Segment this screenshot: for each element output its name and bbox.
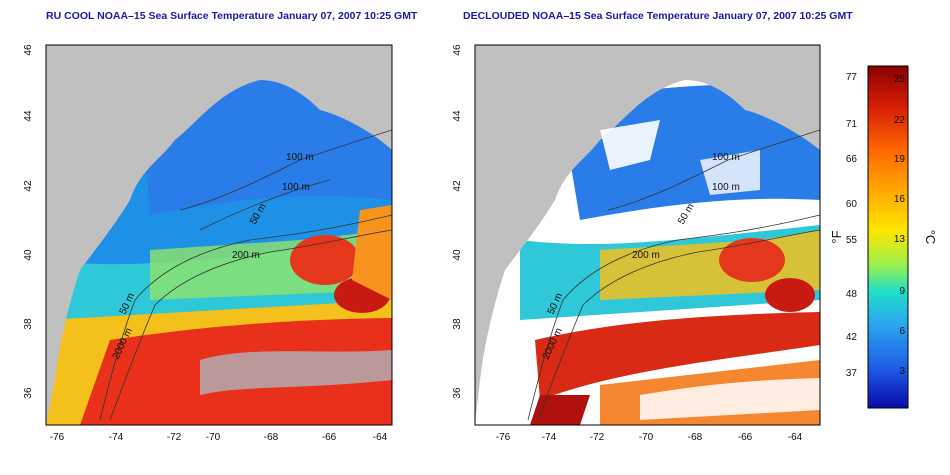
left-y-tick: 42 — [23, 180, 34, 192]
fahrenheit-tick: 77 — [846, 72, 858, 83]
celsius-tick: 19 — [894, 154, 906, 165]
left-y-tick: 40 — [23, 249, 34, 261]
left-x-tick: -68 — [264, 432, 279, 443]
colorbar — [867, 65, 909, 409]
right-sst-map — [475, 45, 820, 425]
left-x-tick: -74 — [109, 432, 124, 443]
right-y-tick: 40 — [452, 249, 463, 261]
celsius-tick: 16 — [894, 194, 906, 205]
celsius-tick: 22 — [894, 115, 906, 126]
right-y-tick: 36 — [452, 387, 463, 399]
fahrenheit-tick: 55 — [846, 235, 858, 246]
fahrenheit-tick: 66 — [846, 154, 858, 165]
celsius-tick: 9 — [899, 286, 905, 297]
right-x-tick: -70 — [639, 432, 654, 443]
left-x-tick: -76 — [50, 432, 65, 443]
right-x-tick: -74 — [542, 432, 557, 443]
left-y-tick: 44 — [23, 110, 34, 122]
right-y-tick: 42 — [452, 180, 463, 192]
right-y-tick: 44 — [452, 110, 463, 122]
left-x-tick: -64 — [373, 432, 388, 443]
left-sst-map — [46, 45, 392, 425]
right-x-tick: -64 — [788, 432, 803, 443]
left-contour-label: 200 m — [232, 250, 260, 261]
left-map-title: RU COOL NOAA–15 Sea Surface Temperature … — [46, 10, 418, 22]
left-x-tick: -70 — [206, 432, 221, 443]
right-x-tick: -66 — [738, 432, 753, 443]
celsius-tick: 3 — [899, 366, 905, 377]
fahrenheit-unit-label: °F — [829, 230, 844, 243]
left-x-tick: -72 — [167, 432, 182, 443]
fahrenheit-tick: 60 — [846, 199, 858, 210]
left-y-tick: 36 — [23, 387, 34, 399]
left-contour-label: 100 m — [286, 152, 314, 163]
celsius-tick: 25 — [894, 74, 906, 85]
right-contour-label: 100 m — [712, 152, 740, 163]
right-map-frame — [474, 44, 821, 426]
celsius-unit-label: °C — [923, 230, 938, 245]
fahrenheit-tick: 71 — [846, 119, 858, 130]
left-contour-label: 100 m — [282, 182, 310, 193]
right-map-title: DECLOUDED NOAA–15 Sea Surface Temperatur… — [463, 10, 853, 22]
celsius-tick: 6 — [899, 326, 905, 337]
left-y-tick: 46 — [23, 44, 34, 56]
right-x-tick: -76 — [496, 432, 511, 443]
left-y-tick: 38 — [23, 318, 34, 330]
right-x-tick: -72 — [590, 432, 605, 443]
right-x-tick: -68 — [688, 432, 703, 443]
fahrenheit-tick: 37 — [846, 368, 858, 379]
right-y-tick: 38 — [452, 318, 463, 330]
right-contour-label: 200 m — [632, 250, 660, 261]
celsius-tick: 13 — [894, 234, 906, 245]
fahrenheit-tick: 48 — [846, 289, 858, 300]
left-map-frame — [45, 44, 393, 426]
fahrenheit-tick: 42 — [846, 332, 858, 343]
left-x-tick: -66 — [322, 432, 337, 443]
right-contour-label: 100 m — [712, 182, 740, 193]
right-y-tick: 46 — [452, 44, 463, 56]
